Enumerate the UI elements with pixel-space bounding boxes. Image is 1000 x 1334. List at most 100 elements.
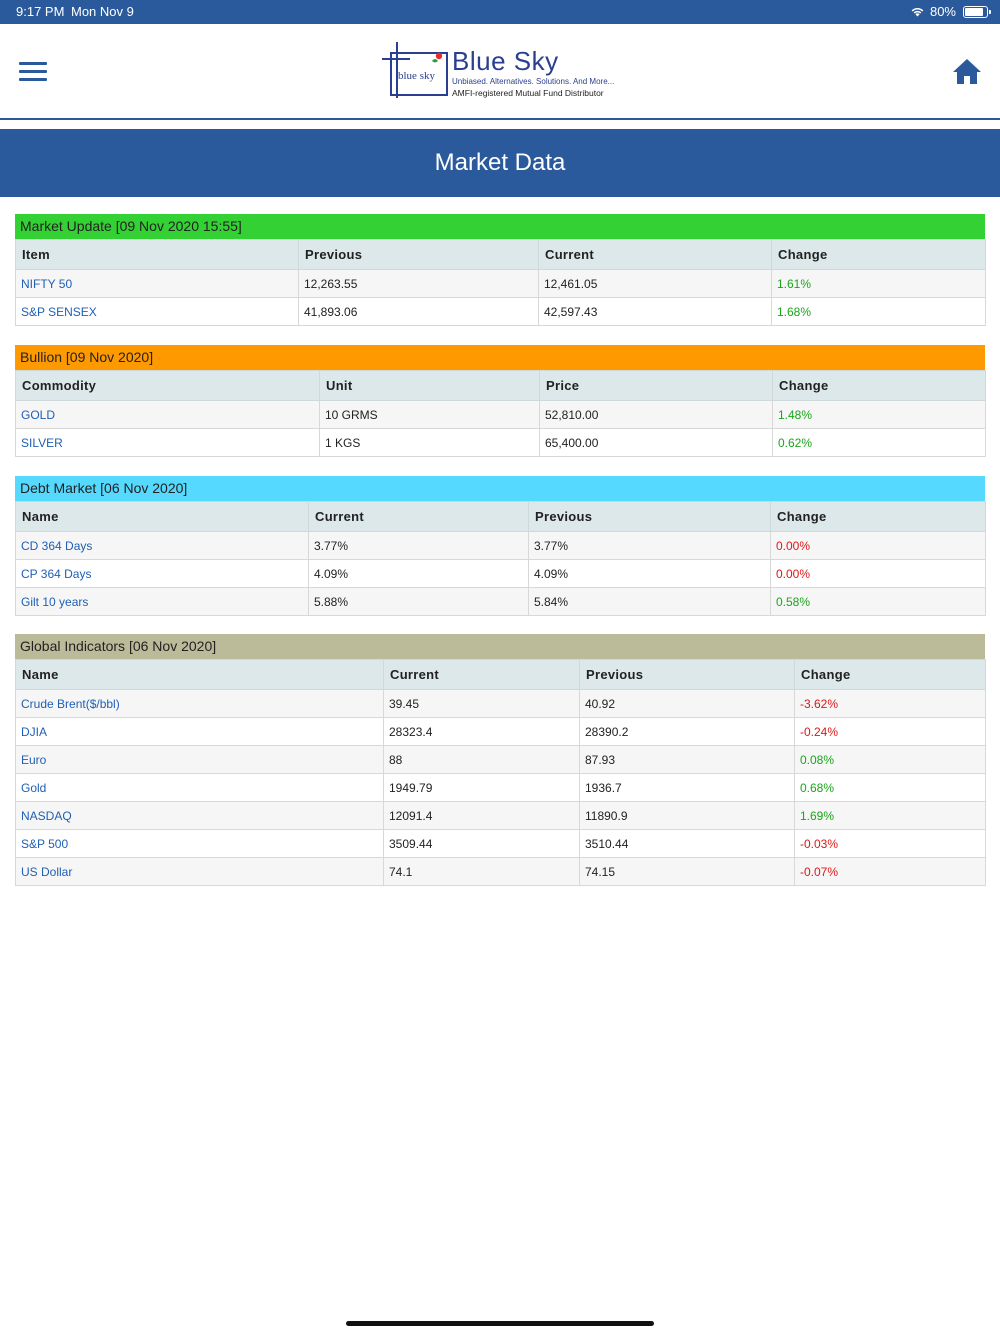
cell-value: 65,400.00 [539,428,773,457]
debt-market-table: Name Current Previous Change CD 364 Days… [15,501,986,616]
menu-button[interactable] [19,62,47,82]
cell-value: 1936.7 [579,773,795,802]
column-header: Commodity [15,370,320,401]
table-row: CP 364 Days 4.09% 4.09% 0.00% [15,559,986,588]
row-name-link[interactable]: NIFTY 50 [15,269,299,298]
battery-icon [963,5,991,18]
change-value: 0.00% [770,531,986,560]
table-row: Gold 1949.79 1936.7 0.68% [15,773,986,802]
cell-value: 40.92 [579,689,795,718]
cell-value: 3509.44 [383,829,580,858]
table-row: DJIA 28323.4 28390.2 -0.24% [15,717,986,746]
home-icon[interactable] [952,57,982,85]
cell-value: 39.45 [383,689,580,718]
change-value: -0.07% [794,857,986,886]
status-date: Mon Nov 9 [71,4,134,19]
column-header: Name [15,659,384,690]
column-header: Previous [528,501,771,532]
cell-value: 87.93 [579,745,795,774]
row-name-link[interactable]: Euro [15,745,384,774]
logo-title: Blue Sky [452,46,559,76]
table-row: NASDAQ 12091.4 11890.9 1.69% [15,801,986,830]
column-header: Current [383,659,580,690]
change-value: 0.68% [794,773,986,802]
cell-value: 5.84% [528,587,771,616]
table-header-row: Item Previous Current Change [15,239,986,270]
change-value: -0.24% [794,717,986,746]
cell-value: 28323.4 [383,717,580,746]
status-right: 80% [910,4,991,19]
section-header: Market Update [09 Nov 2020 15:55] [15,214,985,239]
row-name-link[interactable]: SILVER [15,428,320,457]
debt-market-section: Debt Market [06 Nov 2020] Name Current P… [15,476,986,616]
cell-value: 3.77% [308,531,529,560]
cell-value: 12,461.05 [538,269,772,298]
row-name-link[interactable]: DJIA [15,717,384,746]
change-value: -3.62% [794,689,986,718]
cell-value: 11890.9 [579,801,795,830]
cell-value: 3510.44 [579,829,795,858]
blue-sky-logo[interactable]: blue sky Blue Sky Unbiased. Alternatives… [382,42,622,100]
cell-value: 12,263.55 [298,269,539,298]
hamburger-menu-icon [19,62,47,65]
logo-subtitle: AMFI-registered Mutual Fund Distributor [452,88,604,98]
row-name-link[interactable]: CP 364 Days [15,559,309,588]
row-name-link[interactable]: S&P SENSEX [15,297,299,326]
section-header: Global Indicators [06 Nov 2020] [15,634,985,659]
header-divider [0,118,1000,120]
row-name-link[interactable]: CD 364 Days [15,531,309,560]
change-value: 1.61% [771,269,986,298]
row-name-link[interactable]: US Dollar [15,857,384,886]
table-row: Euro 88 87.93 0.08% [15,745,986,774]
cell-value: 74.1 [383,857,580,886]
column-header: Current [538,239,772,270]
change-value: 1.69% [794,801,986,830]
bullion-section: Bullion [09 Nov 2020] Commodity Unit Pri… [15,345,986,457]
change-value: 1.68% [771,297,986,326]
change-value: 0.08% [794,745,986,774]
row-name-link[interactable]: Gilt 10 years [15,587,309,616]
cell-value: 4.09% [528,559,771,588]
table-row: S&P SENSEX 41,893.06 42,597.43 1.68% [15,297,986,326]
home-indicator-bar[interactable] [346,1321,654,1326]
column-header: Name [15,501,309,532]
table-row: NIFTY 50 12,263.55 12,461.05 1.61% [15,269,986,298]
row-name-link[interactable]: Gold [15,773,384,802]
table-row: US Dollar 74.1 74.15 -0.07% [15,857,986,886]
cell-value: 41,893.06 [298,297,539,326]
column-header: Unit [319,370,540,401]
flower-icon [432,52,443,63]
column-header: Change [794,659,986,690]
market-update-table: Item Previous Current Change NIFTY 50 12… [15,239,986,326]
column-header: Price [539,370,773,401]
column-header: Previous [579,659,795,690]
table-row: Crude Brent($/bbl) 39.45 40.92 -3.62% [15,689,986,718]
table-row: SILVER 1 KGS 65,400.00 0.62% [15,428,986,457]
global-indicators-section: Global Indicators [06 Nov 2020] Name Cur… [15,634,986,886]
cell-value: 52,810.00 [539,400,773,429]
cell-value: 10 GRMS [319,400,540,429]
column-header: Change [771,239,986,270]
row-name-link[interactable]: GOLD [15,400,320,429]
row-name-link[interactable]: NASDAQ [15,801,384,830]
column-header: Current [308,501,529,532]
cell-value: 5.88% [308,587,529,616]
row-name-link[interactable]: Crude Brent($/bbl) [15,689,384,718]
logo-small-text: blue sky [398,70,435,82]
change-value: 0.58% [770,587,986,616]
row-name-link[interactable]: S&P 500 [15,829,384,858]
battery-percentage: 80% [929,4,956,19]
table-row: CD 364 Days 3.77% 3.77% 0.00% [15,531,986,560]
change-value: 0.00% [770,559,986,588]
global-indicators-table: Name Current Previous Change Crude Brent… [15,659,986,886]
logo-tagline: Unbiased. Alternatives. Solutions. And M… [452,77,615,86]
table-header-row: Name Current Previous Change [15,659,986,690]
column-header: Item [15,239,299,270]
table-row: S&P 500 3509.44 3510.44 -0.03% [15,829,986,858]
column-header: Change [772,370,986,401]
bullion-table: Commodity Unit Price Change GOLD 10 GRMS… [15,370,986,457]
cell-value: 12091.4 [383,801,580,830]
change-value: 1.48% [772,400,986,429]
cell-value: 74.15 [579,857,795,886]
change-value: -0.03% [794,829,986,858]
